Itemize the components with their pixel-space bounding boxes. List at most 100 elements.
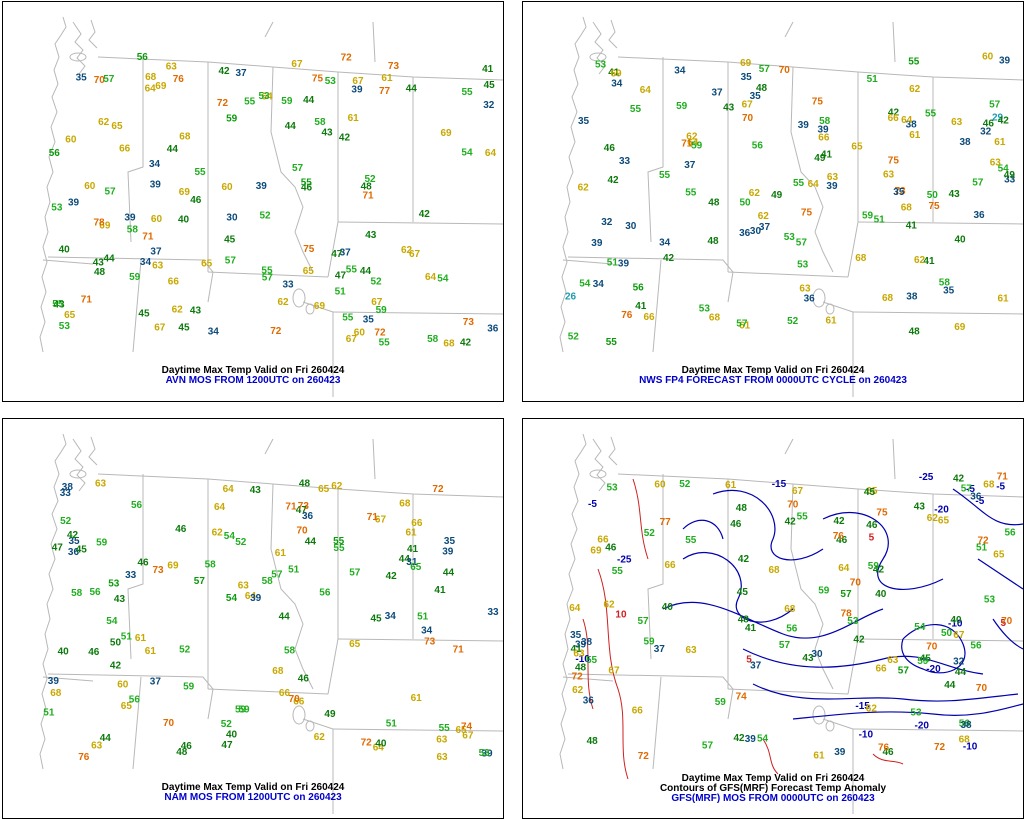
station-max-temp-label: 68 <box>50 688 62 699</box>
station-max-temp-label: 62 <box>927 513 939 524</box>
station-max-temp-label: 73 <box>388 61 400 72</box>
station-max-temp-label: 52 <box>787 316 799 327</box>
station-max-temp-label: 53 <box>51 202 63 213</box>
station-max-temp-label: 64 <box>214 502 226 513</box>
station-max-temp-label: 39 <box>745 734 757 745</box>
station-max-temp-label: 62 <box>401 245 413 256</box>
station-max-temp-label: 67 <box>608 666 620 677</box>
contour-label: -25 <box>617 555 632 566</box>
state-boundary <box>847 72 859 278</box>
station-max-temp-label: 55 <box>586 655 598 666</box>
station-max-temp-label: 59 <box>644 637 656 648</box>
station-max-temp-label: 55 <box>301 177 313 188</box>
station-max-temp-label: 49 <box>771 190 783 201</box>
station-max-temp-label: 47 <box>221 740 233 751</box>
station-max-temp-label: 53 <box>847 616 859 627</box>
station-max-temp-label: 34 <box>659 238 671 249</box>
station-max-temp-label: 59 <box>676 101 688 112</box>
contour-label: 5 <box>746 655 752 666</box>
station-max-temp-label: 62 <box>604 600 616 611</box>
station-max-temp-label: 64 <box>425 272 437 283</box>
contour-label: -25 <box>919 472 934 483</box>
station-max-temp-label: 59 <box>235 705 247 716</box>
station-max-temp-label: 46 <box>605 543 617 554</box>
station-max-temp-label: 48 <box>299 479 311 490</box>
station-max-temp-label: 42 <box>873 565 885 576</box>
contour-label: -5 <box>996 482 1005 493</box>
station-max-temp-label: 55 <box>346 264 358 275</box>
station-max-temp-label: 59 <box>715 697 727 708</box>
station-max-temp-label: 43 <box>914 501 926 512</box>
station-max-temp-label: 46 <box>836 535 848 546</box>
state-boundary <box>337 221 503 225</box>
basemap-layer <box>559 16 1023 397</box>
station-max-temp-label: 64 <box>223 484 235 495</box>
station-max-temp-label: 62 <box>686 131 698 142</box>
station-max-temp-label: 41 <box>635 301 647 312</box>
station-max-temp-label: 40 <box>58 647 70 658</box>
station-max-temp-label: 41 <box>745 623 757 634</box>
map-canvas: 6461624932295042353438546248615230423539… <box>559 16 1023 397</box>
station-max-temp-label: 76 <box>621 310 633 321</box>
station-max-temp-label: 44 <box>285 121 297 132</box>
station-max-temp-label: 68 <box>769 565 781 576</box>
station-max-temp-label: 77 <box>660 517 672 528</box>
station-max-temp-label: 37 <box>236 68 248 79</box>
state-boundary <box>652 676 662 770</box>
station-max-temp-label: 40 <box>226 730 238 741</box>
station-max-temp-label: 56 <box>90 587 102 598</box>
station-max-temp-label: 62 <box>572 685 584 696</box>
station-max-temp-label: 39 <box>442 547 454 558</box>
station-max-temp-label: 70 <box>850 578 862 589</box>
contour-label: -20 <box>926 664 941 675</box>
station-max-temp-label: 35 <box>578 116 590 127</box>
station-max-temp-label: 42 <box>386 571 398 582</box>
station-max-temp-label: 63 <box>437 752 449 763</box>
basemap-layer <box>39 16 503 397</box>
station-max-temp-label: 60 <box>222 182 234 193</box>
station-max-temp-label: 78 <box>841 609 853 620</box>
station-max-temp-label: 65 <box>456 725 468 736</box>
station-max-temp-label: 43 <box>322 128 334 139</box>
station-max-temp-label: 55 <box>379 337 391 348</box>
gfs-anomaly-map-panel: -10 -15 -5 -10 -20 -5 -10 -15 -25 -20 -10 -5 -5 -25 -2… <box>522 418 1024 819</box>
station-max-temp-label: 69 <box>590 545 602 556</box>
station-max-temp-label: 46 <box>983 118 995 129</box>
state-boundary <box>892 438 896 480</box>
state-boundary <box>790 483 834 690</box>
station-temperature-layer: 5366586351463539543334393865626151333442… <box>43 478 499 763</box>
station-max-temp-label: 59 <box>129 272 141 283</box>
station-max-temp-label: 55 <box>244 97 256 108</box>
station-max-temp-label: 69 <box>441 128 453 139</box>
shoreline-detail <box>608 436 618 466</box>
station-max-temp-label: 60 <box>982 52 994 63</box>
station-max-temp-label: 54 <box>914 622 926 633</box>
shoreline-detail <box>608 19 618 49</box>
shoreline-detail <box>72 21 86 75</box>
map-canvas: 5968646366655245373439394354575262635535… <box>39 16 503 397</box>
station-max-temp-label: 47 <box>296 505 308 516</box>
station-max-temp-label: 62 <box>866 704 878 715</box>
state-boundary <box>97 473 503 498</box>
station-max-temp-label: 48 <box>909 326 921 337</box>
station-max-temp-label: 39 <box>68 198 80 209</box>
station-max-temp-label: 37 <box>712 88 724 99</box>
nam-mos-map-panel: 53 66 58 63 51 46 35 39 54 33 34 39 38 65 62 61 51 33 34 42… <box>2 418 504 819</box>
station-max-temp-label: 73 <box>463 317 475 328</box>
station-max-temp-label: 39 <box>482 748 494 759</box>
station-max-temp-label: 75 <box>876 508 888 519</box>
station-max-temp-label: 55 <box>261 266 273 277</box>
station-max-temp-label: 37 <box>654 644 666 655</box>
station-max-temp-label: 48 <box>756 83 768 94</box>
station-max-temp-label: 36 <box>302 511 314 522</box>
station-max-temp-label: 45 <box>737 587 749 598</box>
station-max-temp-label: 34 <box>140 257 152 268</box>
station-max-temp-label: 68 <box>784 604 796 615</box>
negative-anomaly-contour <box>977 558 1023 590</box>
station-max-temp-label: 65 <box>121 701 133 712</box>
station-max-temp-label: 73 <box>424 637 436 648</box>
model-source-caption: GFS(MRF) MOS FROM 0000UTC on 260423 <box>671 793 875 804</box>
station-max-temp-label: 51 <box>43 708 55 719</box>
station-max-temp-label: 78 <box>94 218 106 229</box>
station-max-temp-label: 45 <box>138 309 150 320</box>
